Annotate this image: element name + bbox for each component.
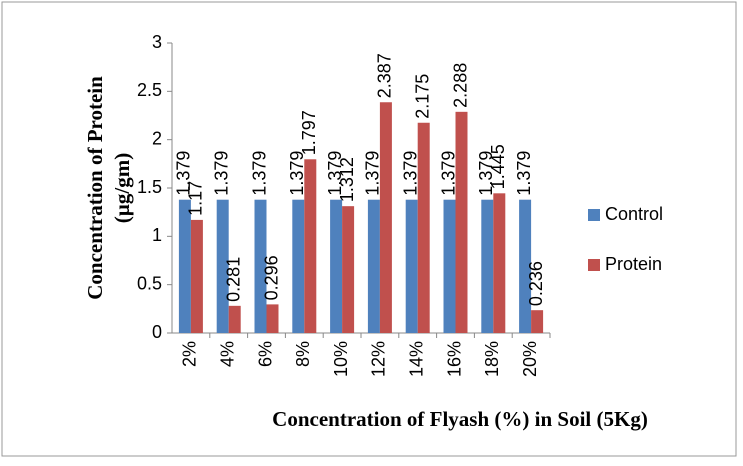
x-tick-label: 14% [406,341,426,377]
data-label: 2.387 [375,53,395,98]
y-axis-label: (µg/gm) [110,153,134,223]
y-tick-label: 2.5 [137,80,162,100]
data-label: 2.288 [450,63,470,108]
data-label: 1.379 [211,151,231,196]
bar [216,199,229,333]
bar [493,193,506,333]
legend-swatch [588,209,600,221]
bar [330,199,343,333]
bar [228,305,241,333]
bar [531,310,544,333]
y-tick-label: 3 [152,32,162,52]
bar [292,199,305,333]
y-tick-label: 1 [152,225,162,245]
bar [519,199,532,333]
data-label: 1.379 [400,151,420,196]
y-tick-label: 0.5 [137,273,162,293]
bar [379,102,392,333]
x-tick-label: 20% [520,341,540,377]
x-tick-label: 2% [180,341,200,367]
data-label: 1.379 [287,151,307,196]
bar [304,159,317,333]
x-tick-label: 12% [369,341,389,377]
data-label: 2.175 [412,74,432,119]
legend-label: Protein [605,254,662,274]
bar [443,199,456,333]
bar [405,199,418,333]
data-label: 1.379 [363,151,383,196]
data-label: 1.379 [514,151,534,196]
x-tick-label: 6% [255,341,275,367]
x-axis-label: Concentration of Flyash (%) in Soil (5Kg… [272,407,648,431]
bar [178,199,191,333]
bar [481,199,494,333]
data-label: 1.379 [174,151,194,196]
y-tick-label: 1.5 [137,177,162,197]
x-tick-label: 4% [217,341,237,367]
bar [266,304,279,333]
data-label: 1.445 [488,144,508,189]
bar [254,199,267,333]
data-label: 1.797 [299,110,319,155]
y-axis-label: Concentration of Protein [83,76,107,300]
legend-label: Control [605,204,663,224]
data-label: 1.312 [337,157,357,202]
data-label: 1.379 [476,151,496,196]
data-label: 1.17 [186,181,206,216]
x-tick-label: 16% [444,341,464,377]
x-tick-label: 10% [331,341,351,377]
legend-swatch [588,259,600,271]
x-tick-label: 18% [482,341,502,377]
data-label: 0.236 [526,261,546,306]
x-tick-label: 8% [293,341,313,367]
bar [367,199,380,333]
y-tick-label: 2 [152,128,162,148]
bar [342,206,355,333]
bar [417,122,430,333]
bar [190,219,203,333]
y-tick-label: 0 [152,322,162,342]
data-label: 1.379 [325,151,345,196]
data-label: 1.379 [249,151,269,196]
data-label: 0.281 [223,257,243,302]
data-label: 0.296 [261,255,281,300]
bar [455,111,468,334]
data-label: 1.379 [438,151,458,196]
